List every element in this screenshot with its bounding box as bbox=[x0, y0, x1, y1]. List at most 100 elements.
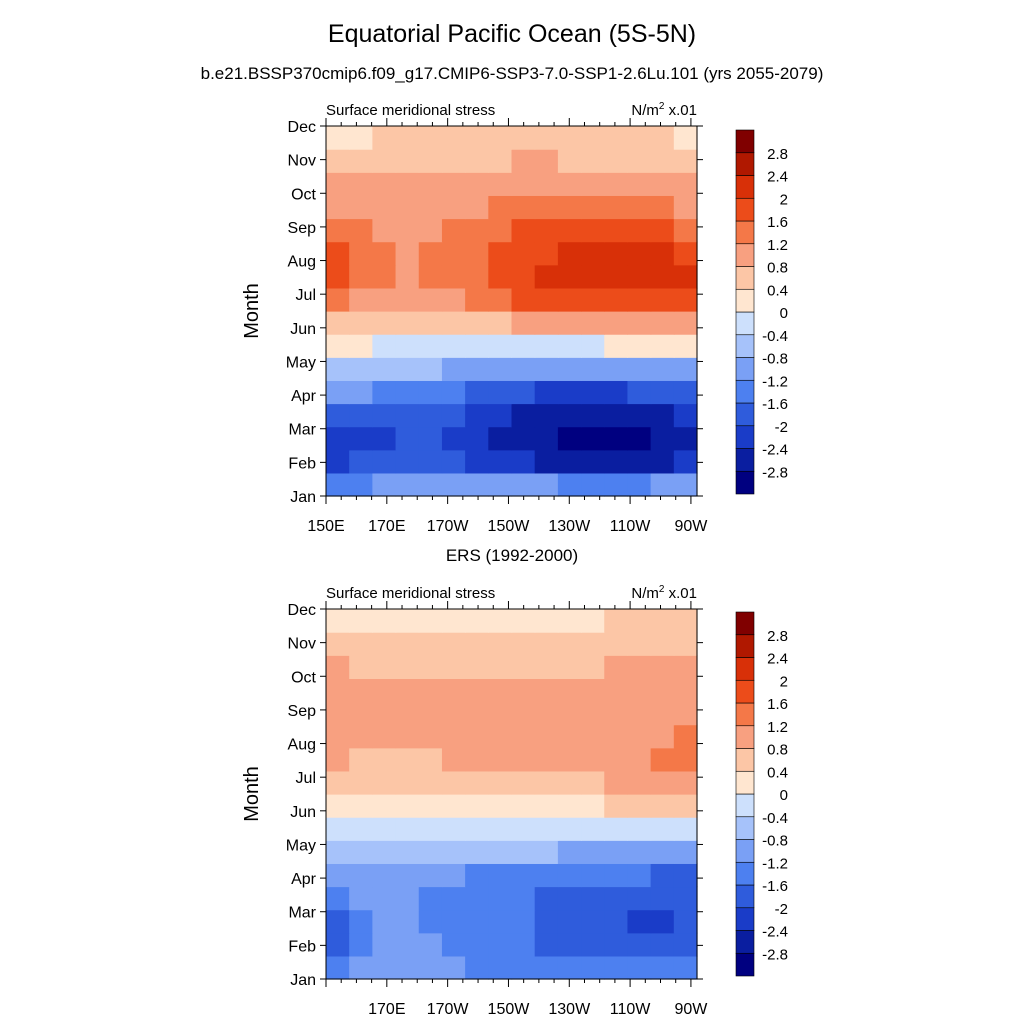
colorbar-swatch bbox=[735, 334, 755, 358]
heatmap-cell bbox=[604, 840, 629, 864]
heatmap-cell bbox=[349, 817, 373, 841]
heatmap-cell bbox=[395, 472, 420, 497]
heatmap-cell bbox=[650, 817, 675, 841]
colorbar-swatch bbox=[735, 175, 755, 199]
heatmap-cell bbox=[673, 287, 698, 312]
heatmap-cell bbox=[326, 334, 350, 358]
heatmap-cell bbox=[581, 195, 605, 220]
heatmap-cell bbox=[534, 126, 559, 150]
heatmap-cell bbox=[534, 655, 559, 679]
heatmap-cell bbox=[534, 287, 559, 312]
heatmap-cell bbox=[673, 403, 698, 428]
x-tick-label: 130W bbox=[548, 1001, 591, 1018]
heatmap-cell bbox=[581, 794, 605, 818]
heatmap-cell bbox=[534, 426, 559, 451]
heatmap-cell bbox=[581, 426, 605, 451]
colorbar-label: 2.8 bbox=[767, 146, 788, 163]
heatmap-cell bbox=[557, 794, 582, 818]
heatmap-cell bbox=[673, 172, 698, 196]
heatmap-cell bbox=[604, 609, 629, 633]
heatmap-cell bbox=[418, 264, 443, 289]
heatmap-cell bbox=[627, 380, 652, 405]
panel-1: Jan Feb Mar Apr May Jun Jul Aug Sep Oct Nov Dec 150E… bbox=[241, 101, 788, 535]
heatmap-cell bbox=[326, 380, 350, 405]
heatmap-cell bbox=[557, 609, 582, 633]
heatmap-cell bbox=[372, 449, 397, 474]
heatmap-cell bbox=[465, 840, 489, 864]
heatmap-cell bbox=[372, 863, 397, 888]
y-axis-label: Month bbox=[241, 283, 263, 339]
heatmap-cell bbox=[441, 241, 466, 266]
heatmap-cell bbox=[581, 357, 605, 381]
heatmap-cell bbox=[418, 909, 443, 934]
heatmap-cell bbox=[673, 909, 698, 934]
heatmap-cell bbox=[650, 609, 675, 633]
heatmap-cell bbox=[534, 955, 559, 980]
heatmap-cell bbox=[581, 149, 605, 173]
heatmap-cell bbox=[650, 840, 675, 864]
heatmap-cell bbox=[511, 218, 536, 243]
heatmap-cell bbox=[326, 909, 350, 934]
heatmap-cell bbox=[557, 126, 582, 150]
colorbar-label: 1.2 bbox=[767, 237, 788, 254]
colorbar-swatch bbox=[735, 679, 755, 704]
x-tick-label: 90W bbox=[674, 518, 708, 535]
heatmap-cell bbox=[418, 380, 443, 405]
y-tick-label: Nov bbox=[288, 153, 316, 170]
heatmap-cell bbox=[604, 886, 629, 911]
heatmap-cell bbox=[395, 218, 420, 243]
heatmap-cell bbox=[557, 380, 582, 405]
heatmap-cell bbox=[604, 747, 629, 772]
heatmap-cell bbox=[673, 747, 698, 772]
heatmap-cell bbox=[488, 678, 513, 703]
heatmap-cell bbox=[326, 195, 350, 220]
heatmap-cell bbox=[604, 955, 629, 980]
heatmap-cell bbox=[418, 840, 443, 864]
heatmap-cell bbox=[395, 403, 420, 428]
heatmap-cell bbox=[627, 678, 652, 703]
heatmap-cell bbox=[465, 334, 489, 358]
heatmap-cell bbox=[581, 172, 605, 196]
heatmap-cell bbox=[488, 195, 513, 220]
colorbar-swatch bbox=[735, 379, 755, 404]
heatmap-cell bbox=[372, 218, 397, 243]
heatmap-cell bbox=[511, 632, 536, 656]
colorbar-swatch bbox=[735, 702, 755, 727]
plot-frame bbox=[325, 125, 698, 497]
heatmap-cell bbox=[604, 426, 629, 451]
heatmap-cell bbox=[650, 724, 675, 749]
heatmap-cell bbox=[441, 655, 466, 679]
heatmap-cell bbox=[488, 632, 513, 656]
heatmap-cell bbox=[534, 932, 559, 957]
heatmap-cell bbox=[604, 287, 629, 312]
heatmap-cell bbox=[581, 678, 605, 703]
heatmap-cell bbox=[534, 909, 559, 934]
heatmap-cell bbox=[627, 311, 652, 335]
heatmap-cell bbox=[650, 747, 675, 772]
heatmap-cell bbox=[534, 403, 559, 428]
heatmap-cell bbox=[511, 701, 536, 726]
x-tick-label: 110W bbox=[610, 518, 652, 535]
heatmap-cell bbox=[650, 403, 675, 428]
heatmap-cell bbox=[418, 747, 443, 772]
heatmap-cell bbox=[627, 334, 652, 358]
heatmap-cell bbox=[673, 655, 698, 679]
heatmap-cell bbox=[534, 449, 559, 474]
heatmap-cell bbox=[441, 380, 466, 405]
heatmap-cell bbox=[557, 770, 582, 795]
colorbar-label: 0 bbox=[780, 305, 788, 322]
heatmap-cell bbox=[372, 909, 397, 934]
heatmap-cell bbox=[418, 863, 443, 888]
heatmap-cell bbox=[418, 149, 443, 173]
heatmap-cell bbox=[627, 287, 652, 312]
heatmap-cell bbox=[372, 403, 397, 428]
heatmap-cell bbox=[673, 149, 698, 173]
y-tick-label: Nov bbox=[288, 636, 316, 653]
heatmap-cell bbox=[326, 357, 350, 381]
heatmap-cell bbox=[395, 955, 420, 980]
heatmap-cell bbox=[326, 241, 350, 266]
heatmap-cell bbox=[349, 311, 373, 335]
heatmap-cell bbox=[511, 655, 536, 679]
heatmap-cell bbox=[326, 126, 350, 150]
heatmap-cell bbox=[627, 126, 652, 150]
